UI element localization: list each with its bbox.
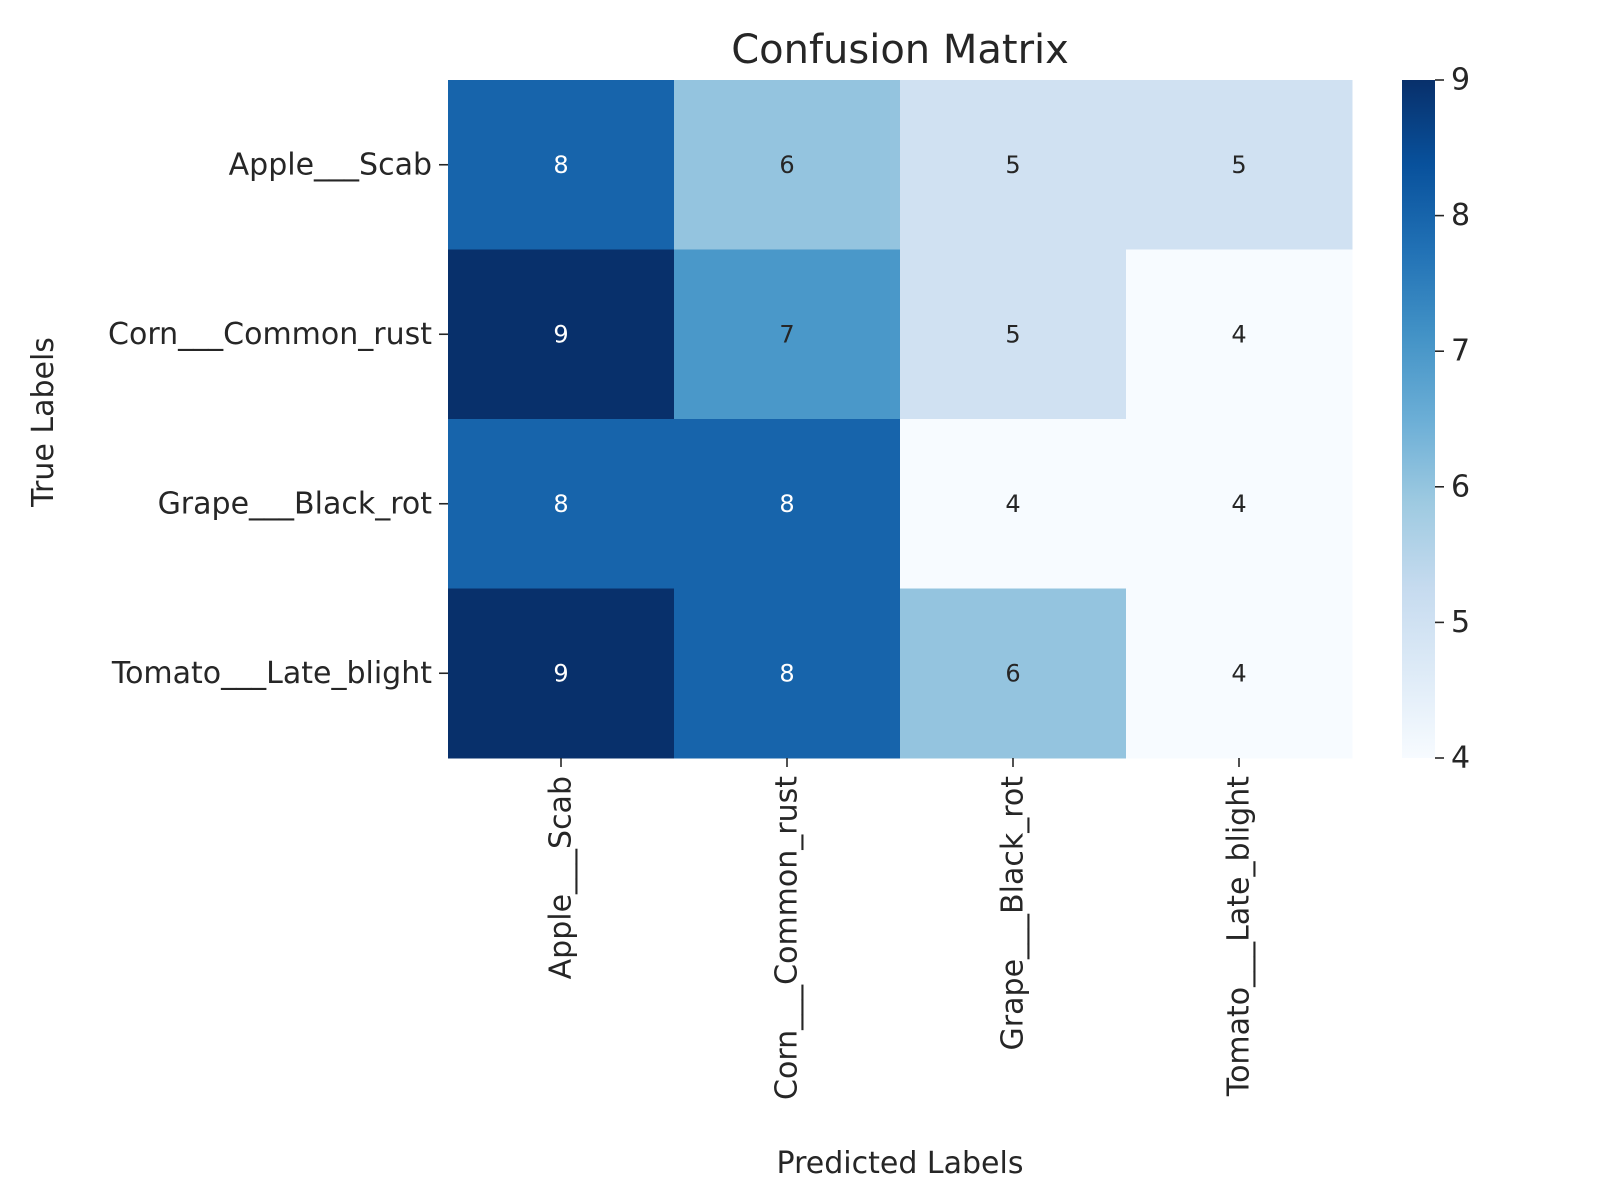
colorbar-tick-label: 7 (1451, 334, 1470, 369)
cell-value: 8 (779, 659, 794, 687)
heatmap-cell-r1-c0 (448, 249, 675, 420)
y-tick-label: Apple___Scab (229, 147, 432, 182)
cell-value: 6 (1005, 659, 1020, 687)
cell-value: 7 (779, 320, 794, 348)
cell-value: 9 (553, 659, 568, 687)
cell-value: 4 (1231, 320, 1246, 348)
heatmap-cell-r0-c2 (900, 80, 1127, 250)
chart-title: Confusion Matrix (731, 27, 1069, 73)
heatmap-cells: 8 6 5 5 9 7 5 4 8 8 4 4 9 8 6 4 (448, 80, 1353, 759)
x-tick-label: Grape___Black_rot (996, 776, 1031, 1051)
colorbar-tick-label: 8 (1451, 198, 1470, 233)
colorbar-tick-label: 5 (1451, 605, 1470, 640)
heatmap-cell-r1-c3 (1126, 249, 1353, 420)
heatmap-cell-r2-c3 (1126, 419, 1353, 589)
cell-value: 4 (1231, 490, 1246, 518)
heatmap-cell-r0-c1 (674, 80, 901, 250)
heatmap-cell-r3-c1 (674, 588, 901, 759)
heatmap-cell-r3-c0 (448, 588, 675, 759)
x-axis-label: Predicted Labels (777, 1146, 1024, 1181)
x-tick-label: Tomato___Late_blight (1222, 776, 1257, 1097)
heatmap-cell-r2-c0 (448, 419, 675, 589)
heatmap-cell-r0-c3 (1126, 80, 1353, 250)
colorbar-tick-label: 9 (1451, 63, 1470, 98)
heatmap-cell-r3-c3 (1126, 588, 1353, 759)
y-tick-label: Tomato___Late_blight (111, 656, 432, 691)
x-axis-ticks: Apple___Scab Corn___Common_rust Grape___Bl… (544, 758, 1257, 1100)
cell-value: 4 (1231, 659, 1246, 687)
colorbar-tick-label: 4 (1451, 741, 1470, 776)
cell-value: 4 (1005, 490, 1020, 518)
cell-value: 8 (779, 490, 794, 518)
cell-value: 8 (553, 490, 568, 518)
heatmap-cell-r2-c2 (900, 419, 1127, 589)
heatmap-cell-r3-c2 (900, 588, 1127, 759)
heatmap-cell-r1-c2 (900, 249, 1127, 420)
cell-value: 5 (1005, 320, 1020, 348)
cell-value: 5 (1231, 151, 1246, 179)
cell-value: 5 (1005, 151, 1020, 179)
cell-value: 6 (779, 151, 794, 179)
cell-value: 8 (553, 151, 568, 179)
y-axis-label: True Labels (26, 337, 61, 508)
colorbar-gradient (1402, 80, 1435, 758)
cell-value: 9 (553, 320, 568, 348)
x-tick-label: Apple___Scab (544, 776, 579, 979)
heatmap-cell-r2-c1 (674, 419, 901, 589)
heatmap-cell-r0-c0 (448, 80, 675, 250)
x-tick-label: Corn___Common_rust (770, 776, 805, 1100)
y-axis-ticks: Apple___Scab Corn___Common_rust Grape___Bl… (108, 147, 448, 691)
colorbar: 4 5 6 7 8 9 (1402, 63, 1470, 776)
y-tick-label: Corn___Common_rust (108, 317, 432, 352)
heatmap-cell-r1-c1 (674, 249, 901, 420)
colorbar-tick-label: 6 (1451, 469, 1470, 504)
y-tick-label: Grape___Black_rot (158, 486, 433, 521)
